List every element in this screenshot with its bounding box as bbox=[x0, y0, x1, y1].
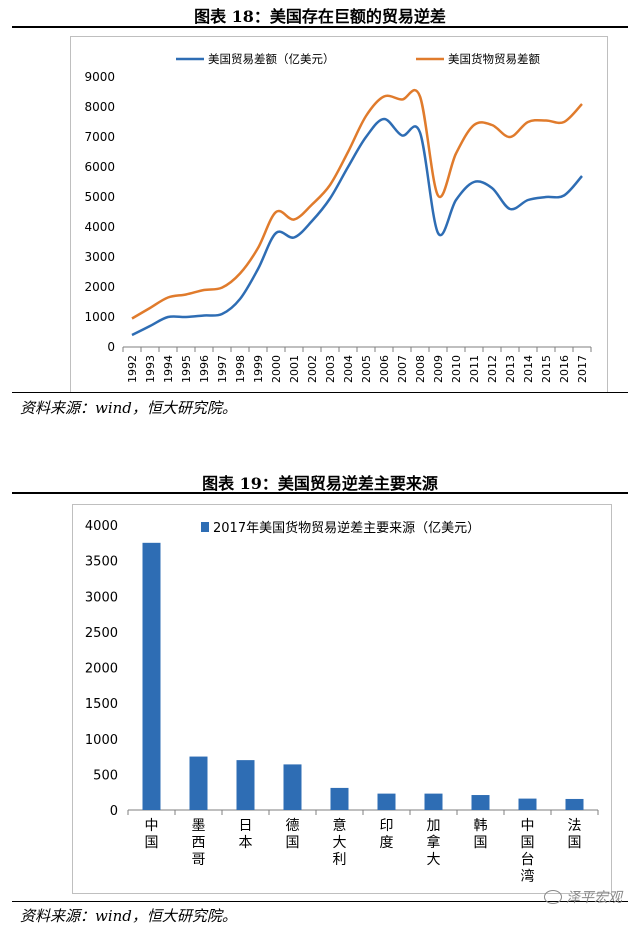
figure-19-title: 图表 19：美国贸易逆差主要来源 bbox=[202, 474, 438, 493]
line-x-tick-label: 2000 bbox=[270, 355, 283, 383]
series-line-goods-trade-balance bbox=[131, 88, 583, 320]
line-x-tick-label: 2004 bbox=[342, 355, 355, 383]
bar-加拿大 bbox=[424, 793, 443, 810]
figure-18-title: 图表 18：美国存在巨额的贸易逆差 bbox=[194, 7, 446, 26]
legend-label: 2017年美国货物贸易逆差主要来源（亿美元） bbox=[213, 520, 480, 536]
bar-x-tick-label: 中国台湾 bbox=[521, 818, 535, 885]
bar-x-tick-label: 墨西哥 bbox=[192, 818, 206, 868]
line-x-tick-label: 1996 bbox=[198, 355, 211, 383]
line-x-tick-label: 1993 bbox=[144, 355, 157, 383]
figure-19-title-rule bbox=[12, 492, 628, 494]
bar-y-tick-label: 2500 bbox=[85, 626, 118, 641]
bar-意大利 bbox=[330, 787, 349, 810]
bar-x-tick-label: 印度 bbox=[380, 818, 394, 851]
bar-墨西哥 bbox=[189, 756, 208, 810]
bar-x-tick-label: 日本 bbox=[239, 818, 253, 851]
line-x-tick-label: 2008 bbox=[414, 355, 427, 383]
line-x-tick-label: 1995 bbox=[180, 355, 193, 383]
bar-中国台湾 bbox=[518, 798, 537, 810]
legend-label: 美国货物贸易差额 bbox=[448, 52, 540, 66]
bar-y-tick-label: 4000 bbox=[85, 519, 118, 534]
legend-label: 美国贸易差额（亿美元） bbox=[208, 52, 335, 66]
line-y-tick-label: 2000 bbox=[84, 280, 115, 294]
bar-x-tick-label: 德国 bbox=[286, 818, 300, 851]
line-x-tick-label: 2010 bbox=[450, 355, 463, 383]
figure-18-source: 资料来源：wind，恒大研究院。 bbox=[20, 399, 237, 417]
line-y-tick-label: 8000 bbox=[84, 100, 115, 114]
bar-法国 bbox=[565, 798, 584, 810]
line-y-tick-label: 0 bbox=[107, 340, 115, 354]
line-x-tick-label: 2011 bbox=[468, 355, 481, 383]
bar-y-tick-label: 3500 bbox=[85, 555, 118, 570]
line-x-tick-label: 2002 bbox=[306, 355, 319, 383]
bar-y-tick-label: 500 bbox=[93, 768, 118, 783]
bar-x-tick-label: 韩国 bbox=[474, 818, 488, 851]
line-x-tick-label: 2006 bbox=[378, 355, 391, 383]
bar-日本 bbox=[236, 760, 255, 810]
line-x-tick-label: 2003 bbox=[324, 355, 337, 383]
bar-x-tick-label: 意大利 bbox=[333, 817, 347, 868]
line-chart-panel: 0 1000 2000 3000 4000 5000 6000 7000 8000 9000 19… bbox=[70, 36, 608, 393]
line-x-tick-label: 2001 bbox=[288, 355, 301, 383]
bar-chart-panel: 0 500 1000 1500 2000 2500 3000 3500 4000 中国 墨西哥 日本… bbox=[72, 504, 612, 894]
bar-中国 bbox=[142, 542, 161, 810]
line-y-tick-label: 5000 bbox=[84, 190, 115, 204]
line-x-tick-label: 2015 bbox=[540, 355, 553, 383]
line-x-tick-label: 1997 bbox=[216, 355, 229, 383]
line-x-tick-label: 2017 bbox=[576, 355, 589, 383]
line-y-tick-label: 4000 bbox=[84, 220, 115, 234]
wechat-icon bbox=[544, 890, 562, 904]
line-x-tick-label: 2005 bbox=[360, 355, 373, 383]
bar-y-tick-label: 3000 bbox=[85, 590, 118, 605]
line-x-tick-label: 2007 bbox=[396, 355, 409, 383]
line-x-tick-label: 1998 bbox=[234, 355, 247, 383]
bar-x-tick-label: 中国 bbox=[145, 818, 159, 851]
bar-y-tick-label: 1000 bbox=[85, 733, 118, 748]
series-line-trade-balance bbox=[131, 117, 583, 337]
figure-18-title-rule bbox=[12, 26, 628, 28]
figure-18-bottom-rule bbox=[12, 392, 628, 393]
bar-y-tick-label: 2000 bbox=[85, 662, 118, 677]
figure-19-source: 资料来源：wind，恒大研究院。 bbox=[20, 907, 237, 925]
bar-y-tick-label: 1500 bbox=[85, 697, 118, 712]
line-x-tick-label: 1992 bbox=[126, 355, 139, 383]
line-y-tick-label: 9000 bbox=[84, 70, 115, 84]
bar-x-tick-label: 法国 bbox=[568, 818, 582, 851]
bar-德国 bbox=[283, 764, 302, 810]
legend-swatch bbox=[201, 522, 209, 532]
watermark-text: 泽平宏观 bbox=[566, 890, 622, 906]
watermark: 泽平宏观 bbox=[544, 887, 622, 907]
figure-19-bottom-rule bbox=[12, 901, 628, 902]
bar-y-tick-label: 0 bbox=[110, 804, 118, 819]
line-x-tick-label: 2012 bbox=[486, 355, 499, 383]
line-y-tick-label: 1000 bbox=[84, 310, 115, 324]
bar-印度 bbox=[377, 793, 396, 810]
bar-x-tick-label: 加拿大 bbox=[427, 818, 441, 868]
line-y-tick-label: 7000 bbox=[84, 130, 115, 144]
line-x-tick-label: 2013 bbox=[504, 355, 517, 383]
line-chart: 0 1000 2000 3000 4000 5000 6000 7000 8000 9000 19… bbox=[84, 52, 592, 383]
bar-韩国 bbox=[471, 795, 490, 810]
line-x-tick-label: 1999 bbox=[252, 355, 265, 383]
line-y-tick-label: 6000 bbox=[84, 160, 115, 174]
line-x-tick-label: 2016 bbox=[558, 355, 571, 383]
line-y-tick-label: 3000 bbox=[84, 250, 115, 264]
bar-chart: 0 500 1000 1500 2000 2500 3000 3500 4000 中国 墨西哥 日本… bbox=[85, 519, 599, 885]
line-x-tick-label: 2014 bbox=[522, 355, 535, 383]
line-x-tick-label: 1994 bbox=[162, 355, 175, 383]
line-x-tick-label: 2009 bbox=[432, 355, 445, 383]
